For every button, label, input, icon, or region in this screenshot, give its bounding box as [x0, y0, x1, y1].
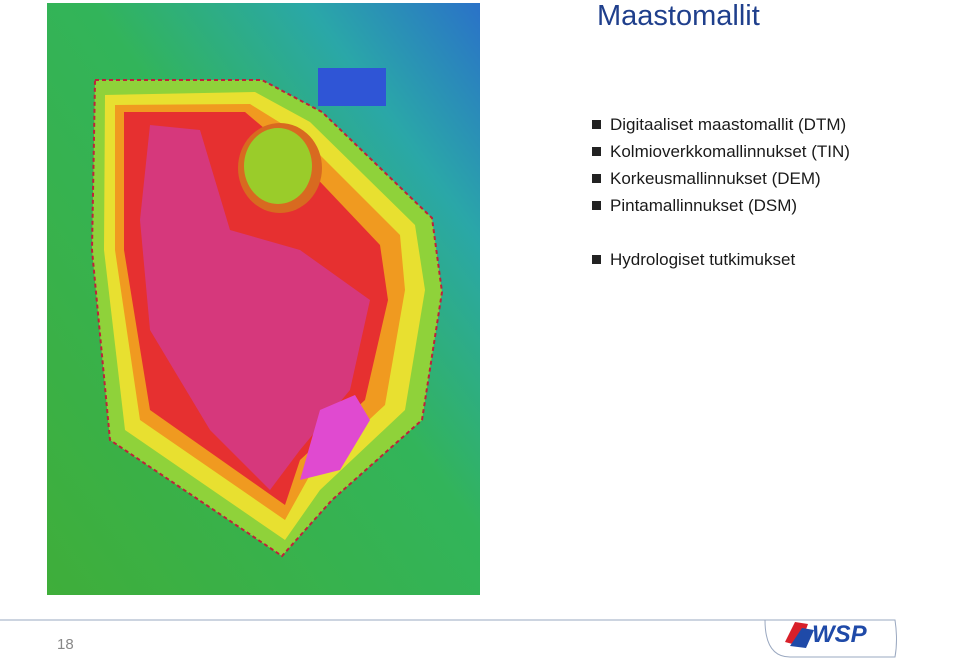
page-number: 18	[57, 636, 74, 653]
logo-frame	[764, 619, 897, 658]
bullet-list: Digitaaliset maastomallit (DTM) Kolmiove…	[592, 112, 850, 274]
logo-mark	[785, 622, 808, 646]
elevation-map	[47, 3, 480, 595]
bullet: Hydrologiset tutkimukset	[592, 247, 850, 274]
logo-mark	[790, 628, 814, 648]
bullet: Pintamallinnukset (DSM)	[592, 193, 850, 220]
title: Maastomallit	[597, 0, 760, 32]
bullet: Digitaaliset maastomallit (DTM)	[592, 112, 850, 139]
bullet: Korkeusmallinnukset (DEM)	[592, 166, 850, 193]
logo: WSP	[812, 621, 868, 648]
bullet: Kolmioverkkomallinnukset (TIN)	[592, 139, 850, 166]
